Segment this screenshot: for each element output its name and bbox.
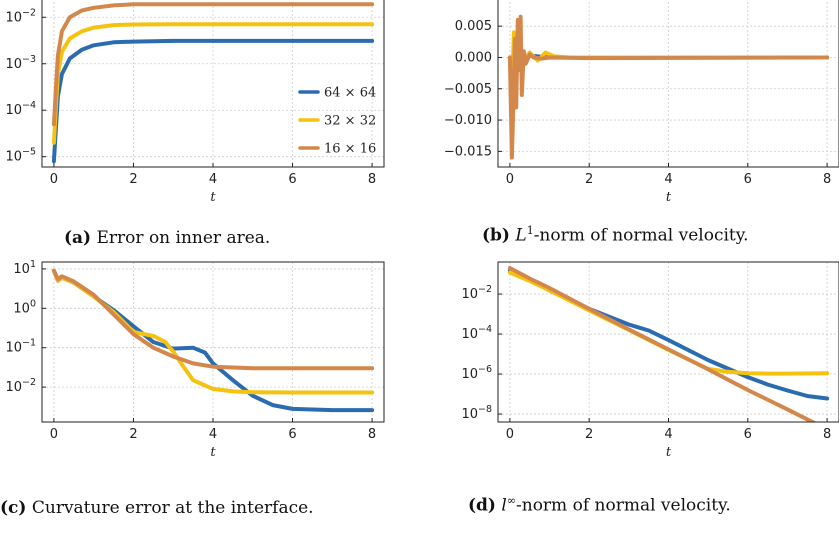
caption-c: (c) Curvature error at the interface.: [0, 498, 314, 518]
y-tick-label: 10−4: [461, 324, 492, 342]
y-tick-label: 0.000: [455, 50, 492, 65]
legend-label: 64 × 64: [324, 86, 376, 101]
y-tick-label: 10−2: [461, 284, 492, 302]
y-tick-label: −0.015: [444, 144, 492, 159]
caption-b-tag: (b): [482, 225, 510, 246]
x-axis-label: t: [666, 190, 672, 205]
y-tick-label: −0.010: [444, 113, 492, 128]
caption-b-norm-symbol: L: [515, 225, 527, 246]
x-tick-label: 0: [506, 427, 514, 442]
series-line-d-2: [507, 266, 817, 422]
y-tick-label: 10−1: [5, 338, 36, 356]
series-line-c-2: [51, 268, 375, 371]
x-tick-label: 4: [209, 427, 217, 442]
series-line-a-2: [51, 2, 375, 127]
x-tick-label: 2: [585, 427, 593, 442]
x-tick-label: 0: [50, 172, 58, 187]
x-tick-label: 0: [506, 172, 514, 187]
caption-d: (d) l∞-norm of normal velocity.: [468, 494, 731, 516]
caption-c-tag: (c): [0, 498, 27, 518]
x-tick-label: 2: [129, 172, 137, 187]
x-tick-label: 0: [50, 427, 58, 442]
x-tick-label: 4: [664, 172, 672, 187]
x-axis-label: t: [666, 445, 672, 460]
x-tick-label: 2: [585, 172, 593, 187]
caption-d-norm-symbol: l: [501, 495, 507, 516]
x-tick-label: 6: [288, 427, 296, 442]
caption-c-text: Curvature error at the interface.: [31, 498, 314, 518]
y-tick-label: 10−3: [5, 54, 36, 72]
x-axis-label: t: [210, 190, 216, 205]
y-tick-label: 0.005: [455, 19, 492, 34]
y-tick-label: 10−8: [461, 404, 492, 422]
caption-a-tag: (a): [64, 228, 92, 248]
caption-a: (a) Error on inner area.: [64, 228, 270, 248]
caption-b-norm-exponent: 1: [526, 224, 534, 237]
y-tick-label: 10−5: [5, 147, 36, 165]
x-tick-label: 4: [664, 427, 672, 442]
x-axis-label: t: [210, 445, 216, 460]
caption-d-tag: (d): [468, 495, 496, 516]
y-tick-label: 100: [13, 298, 36, 316]
y-tick-label: −0.005: [444, 82, 492, 97]
y-tick-label: 10−2: [5, 7, 36, 25]
x-tick-label: 8: [368, 172, 376, 187]
y-tick-label: 10−4: [5, 100, 36, 118]
caption-b-text: -norm of normal velocity.: [533, 225, 749, 246]
chart-d: 0 2 4 6 8 t 10−2 10−4 10−6 10−8: [461, 261, 839, 460]
x-tick-label: 8: [368, 427, 376, 442]
y-tick-label: 101: [13, 259, 36, 277]
chart-a: 0 2 4 6 8 t 10−2 10−3 10−4 10−5 64 × 64 32 × 32 16 ×…: [5, 0, 385, 205]
chart-c: 0 2 4 6 8 t 101 100 10−1 10−2: [5, 259, 385, 460]
legend-label: 16 × 16: [324, 142, 376, 157]
caption-d-norm-exponent: ∞: [506, 494, 516, 507]
x-tick-label: 2: [129, 427, 137, 442]
x-tick-label: 6: [744, 427, 752, 442]
series-line-b-2: [507, 14, 830, 160]
legend-label: 32 × 32: [324, 114, 376, 129]
x-tick-label: 4: [209, 172, 217, 187]
y-tick-label: 10−2: [5, 377, 36, 395]
caption-d-text: -norm of normal velocity.: [516, 495, 731, 516]
x-tick-label: 8: [823, 427, 831, 442]
x-tick-label: 6: [744, 172, 752, 187]
x-tick-label: 8: [823, 172, 831, 187]
chart-b: 0 2 4 6 8 t 0.005 0.000 −0.005 −0.010 −0.015: [444, 0, 839, 205]
y-tick-label: 10−6: [461, 364, 492, 382]
caption-b: (b) L1-norm of normal velocity.: [482, 224, 748, 246]
caption-a-text: Error on inner area.: [96, 228, 271, 248]
x-tick-label: 6: [288, 172, 296, 187]
